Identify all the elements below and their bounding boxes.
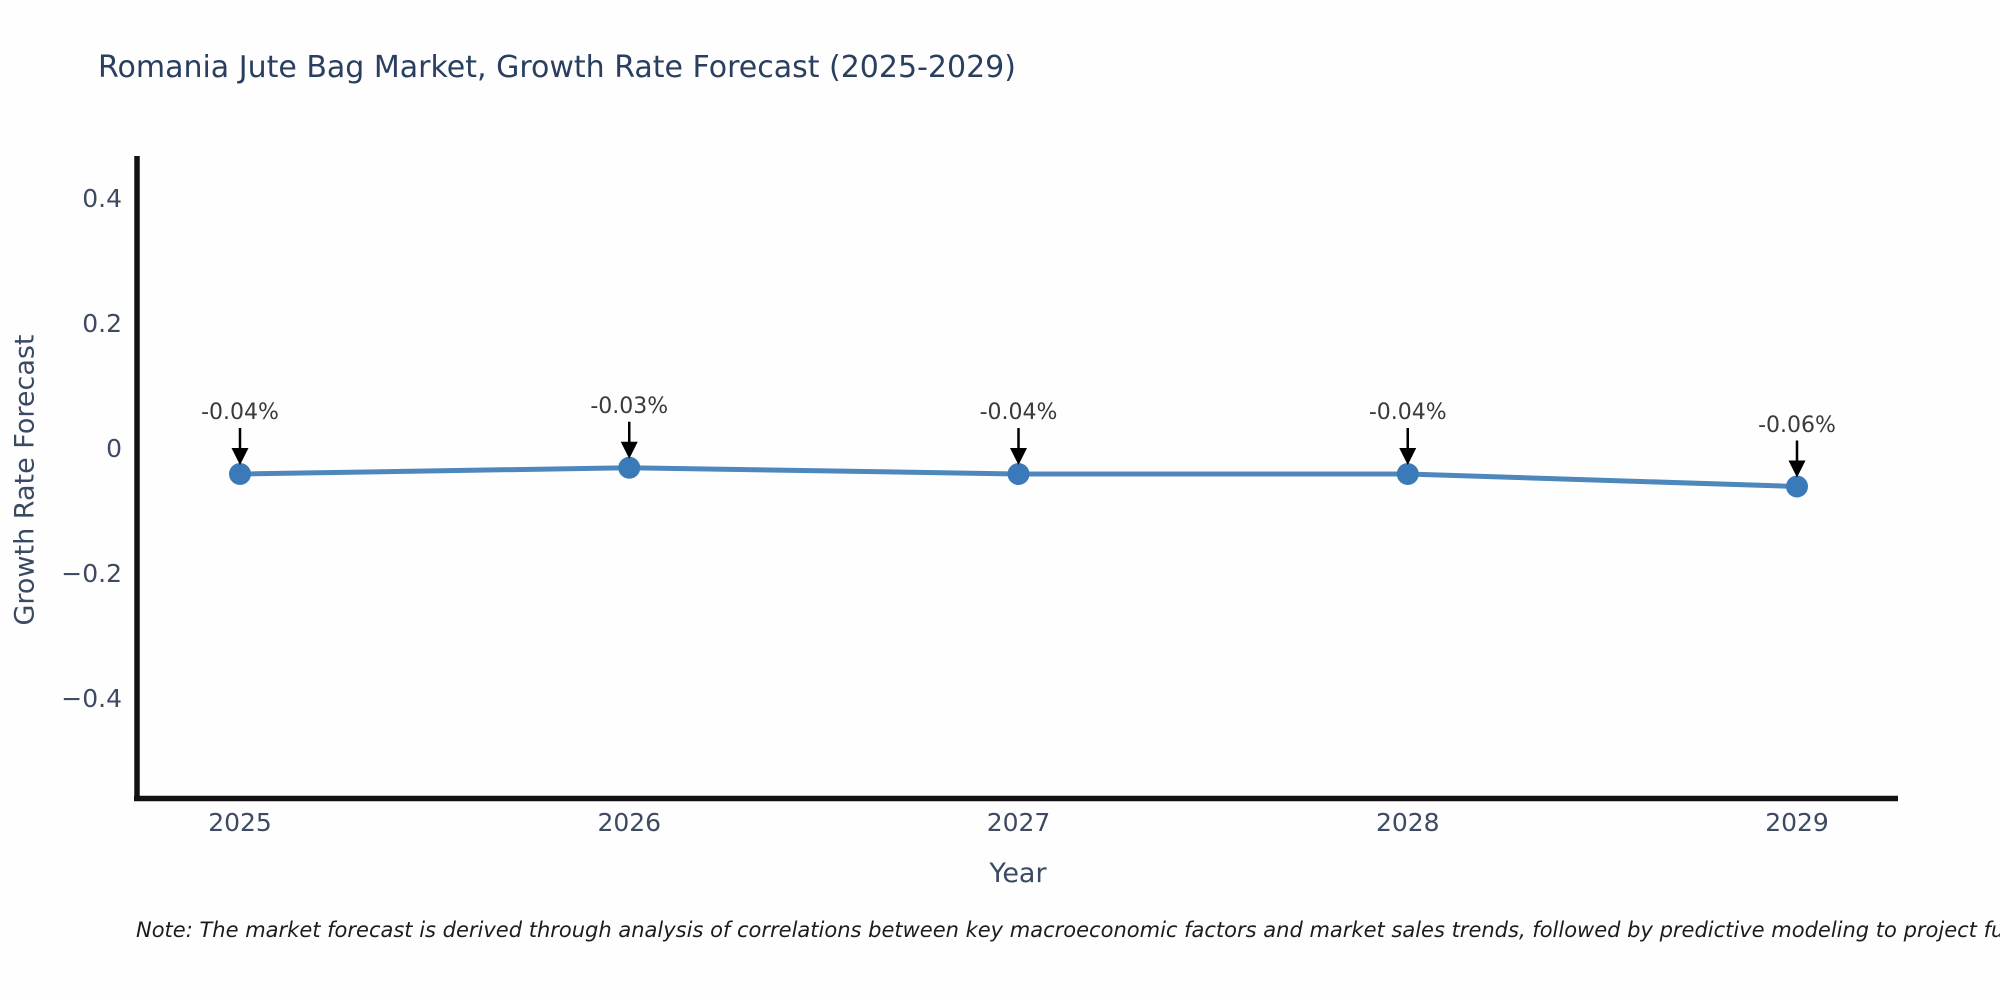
- data-point-marker: [1007, 463, 1030, 485]
- data-point-annotation: -0.06%: [1758, 412, 1836, 438]
- data-point-marker: [229, 463, 251, 485]
- y-tick-label: −0.2: [61, 559, 122, 588]
- footnote-text: Note: The market forecast is derived thr…: [136, 918, 2000, 942]
- y-axis-title: Growth Rate Forecast: [9, 334, 41, 626]
- y-tick-label: 0.2: [82, 309, 122, 338]
- y-tick-label: 0.4: [82, 184, 122, 213]
- chart-title: Romania Jute Bag Market, Growth Rate For…: [98, 50, 1016, 85]
- x-tick-label: 2025: [208, 808, 272, 837]
- annotation-arrowhead: [620, 441, 638, 459]
- data-point-marker: [618, 456, 641, 479]
- x-tick-label: 2029: [1765, 808, 1829, 837]
- data-point-marker: [1396, 463, 1419, 485]
- data-point-annotation: -0.04%: [1368, 400, 1447, 425]
- annotation-arrowhead: [1399, 448, 1417, 465]
- annotation-arrowhead: [1788, 460, 1806, 478]
- data-point-annotation: -0.04%: [979, 400, 1058, 425]
- x-tick-label: 2028: [1375, 808, 1440, 837]
- x-tick-label: 2027: [986, 808, 1051, 837]
- annotation-arrowhead: [1010, 448, 1027, 465]
- y-tick-label: 0: [106, 434, 122, 463]
- data-point-annotation: -0.04%: [201, 400, 279, 425]
- data-point-marker: [1786, 475, 1808, 498]
- x-tick-label: 2026: [597, 808, 662, 837]
- annotation-arrowhead: [231, 448, 249, 465]
- data-point-annotation: -0.03%: [590, 393, 669, 419]
- x-axis-title: Year: [989, 858, 1047, 889]
- y-tick-label: −0.4: [61, 684, 122, 713]
